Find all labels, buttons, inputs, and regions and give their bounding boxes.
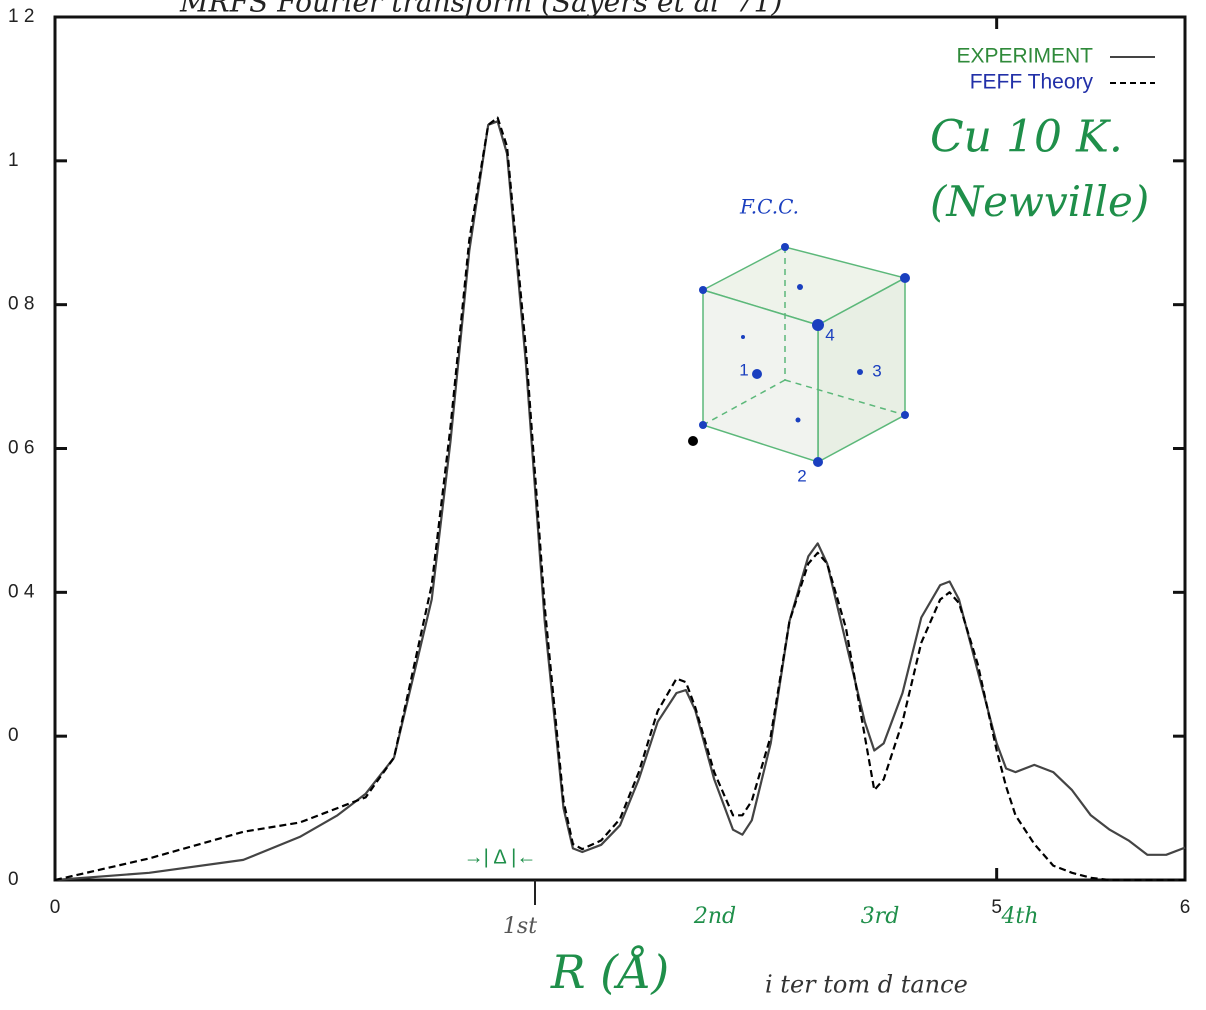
y-tick-label: 0: [8, 869, 19, 890]
y-tick-label: 0: [8, 725, 19, 746]
y-tick-label: 0 4: [8, 581, 35, 602]
x-tick-label: 5: [991, 897, 1002, 918]
top-note: MRFS Fourier transform (Sayers et al '71…: [179, 0, 782, 19]
chart: 0 0 0 4 0 6 0 8 1 1 2 0 5 6 EXPERIMENT FEFF Theory M…: [0, 0, 1206, 1010]
cube-label: 2: [797, 466, 806, 485]
shell-label: 1st: [503, 914, 537, 939]
series-line: [55, 121, 1185, 880]
y-tick-label: 0 6: [8, 438, 34, 459]
x-tick-label: 6: [1180, 897, 1191, 918]
shell-label: 4th: [1000, 904, 1038, 929]
series-line: [55, 118, 1185, 880]
y-tick-label: 1: [8, 150, 19, 171]
y-tick-label: 0 8: [8, 294, 34, 315]
shell-label: 3rd: [861, 904, 900, 929]
y-tick-label: 1 2: [8, 6, 34, 27]
cube-label: 1: [739, 360, 748, 379]
cube-label: 3: [872, 361, 881, 380]
fcc-cube: [688, 243, 910, 467]
resolution-note: →| Δ |←: [464, 846, 537, 868]
author-note: (Newville): [930, 177, 1149, 226]
lattice-note: F.C.C.: [739, 195, 799, 219]
legend-label: FEFF Theory: [970, 71, 1094, 94]
sample-note: Cu 10 K.: [930, 112, 1123, 163]
x-axis-label: R (Å): [550, 944, 669, 999]
shell-label: 2nd: [693, 904, 736, 929]
cube-label: 4: [825, 325, 834, 344]
x-label-note: i ter tom d tance: [765, 971, 968, 999]
legend-label: EXPERIMENT: [956, 45, 1093, 68]
x-tick-label: 0: [50, 897, 61, 918]
